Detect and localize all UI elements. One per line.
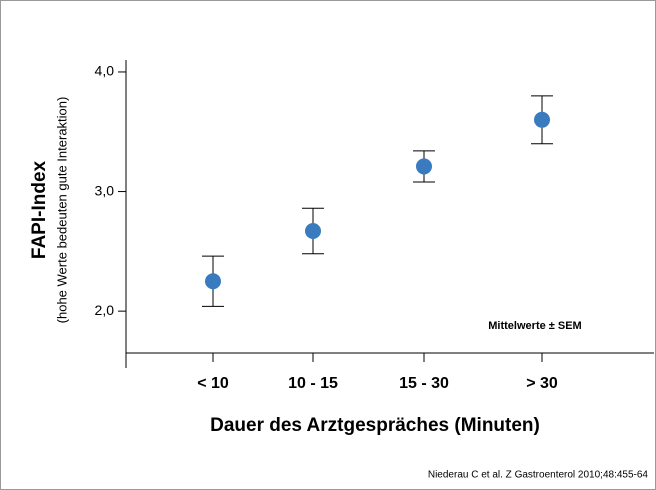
y-tick-label: 4,0 xyxy=(95,63,115,79)
x-tick-label: > 30 xyxy=(526,375,558,392)
y-axis-subtitle: (hohe Werte bedeuten gute Interaktion) xyxy=(54,97,69,324)
y-tick-label: 3,0 xyxy=(95,182,115,198)
x-axis-title: Dauer des Arztgespräches (Minuten) xyxy=(210,415,540,436)
source: Niederau C et al. Z Gastroenterol 2010;4… xyxy=(428,470,649,481)
marker xyxy=(205,273,221,290)
y-tick-label: 2,0 xyxy=(95,302,115,318)
x-tick-label: 15 - 30 xyxy=(399,375,449,392)
marker xyxy=(534,111,550,128)
marker xyxy=(416,158,432,175)
x-tick-label: 10 - 15 xyxy=(288,375,338,392)
annotation: Mittelwerte ± SEM xyxy=(488,320,581,332)
y-axis-title: FAPI-Index xyxy=(29,160,50,259)
x-tick-label: < 10 xyxy=(197,375,229,392)
marker xyxy=(305,223,321,240)
